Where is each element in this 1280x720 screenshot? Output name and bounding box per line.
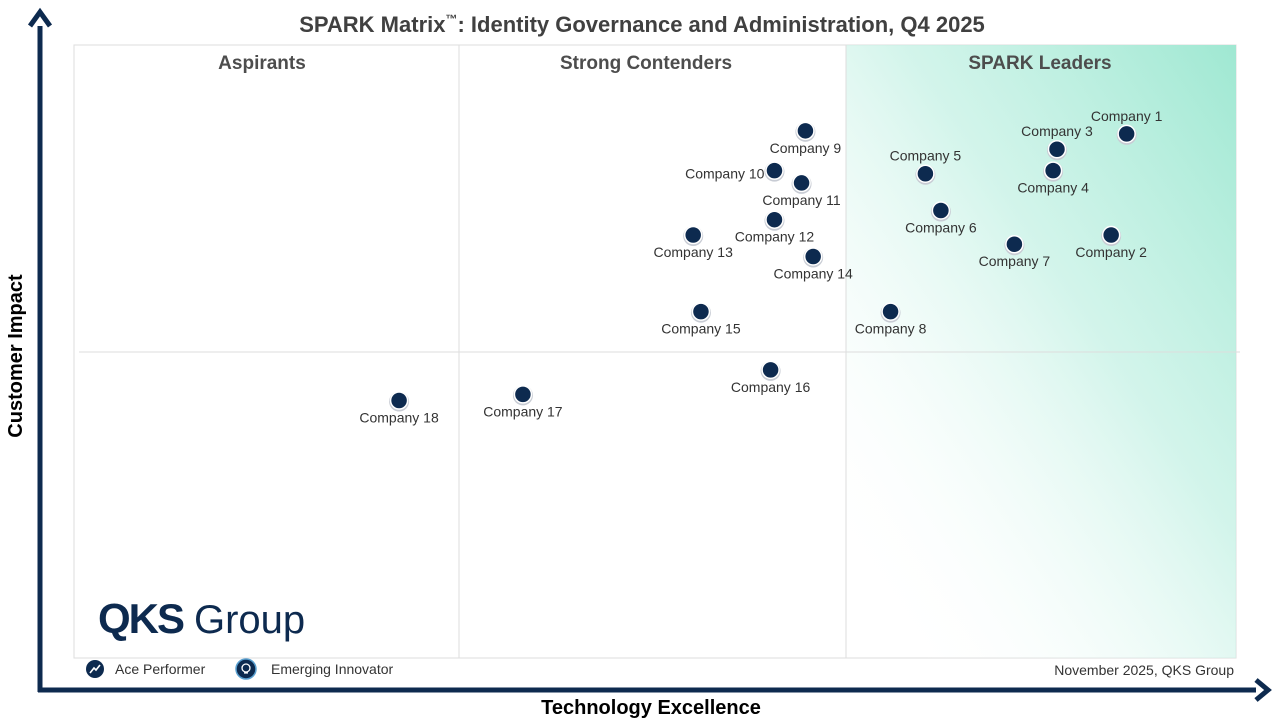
quadrant-label-aspirants: Aspirants [218,53,306,74]
data-point-marker [761,360,780,380]
data-point: Company 14 [773,247,853,281]
data-point-marker [792,173,811,193]
data-point-label: Company 4 [1017,180,1089,196]
chart-title-main: SPARK Matrix [299,12,446,37]
legend-ace-performer: Ace Performer [115,661,206,677]
data-point-marker [1043,161,1063,180]
data-point: Company 17 [483,385,563,419]
data-point-marker [683,225,703,245]
data-point: Company 11 [762,173,841,208]
logo-sub-text: Group [194,598,305,642]
data-point-label: Company 2 [1075,244,1147,260]
data-point: Company 1 [1091,108,1163,145]
data-point: Company 12 [735,210,815,245]
data-point-marker [389,391,409,410]
emerging-innovator-icon [235,658,257,680]
data-point-marker [803,247,823,266]
chart-title-tm: ™ [445,12,457,26]
data-point-label: Company 17 [483,403,563,419]
footer-note: November 2025, QKS Group [1054,662,1234,678]
data-point: Company 4 [1017,161,1089,196]
data-point-label: Company 11 [762,192,841,208]
data-point-marker [1101,225,1121,245]
data-point: Company 2 [1075,225,1147,260]
data-points: Company 1 Company 2 Company 3 Company 4 Comp… [359,108,1162,426]
data-point-label: Company 6 [905,220,977,236]
data-point-label: Company 5 [890,148,962,164]
qks-group-logo: QKS Group [98,595,305,642]
data-point: Company 5 [890,148,962,185]
legend: Ace Performer Emerging Innovator [86,658,394,680]
data-point: Company 8 [855,302,927,337]
x-axis-arrow [1254,678,1272,702]
data-point: Company 6 [905,201,977,236]
data-point: Company 16 [731,360,811,395]
data-point-label: Company 12 [735,229,815,245]
chart-title-rest: : Identity Governance and Administration… [457,12,984,37]
data-point: Company 18 [359,391,439,426]
data-point-label: Company 9 [770,140,842,156]
data-point-marker [1047,139,1067,159]
data-point-marker [691,302,711,321]
logo-main-text: QKS [98,595,184,642]
y-axis-label: Customer Impact [5,274,27,438]
data-point-marker [513,385,533,404]
data-point: Company 9 [770,121,842,156]
data-point-marker [765,161,784,180]
legend-emerging-innovator: Emerging Innovator [271,661,394,677]
data-point-label: Company 14 [773,265,853,281]
data-point: Company 7 [979,234,1051,269]
data-point-label: Company 13 [654,244,734,260]
quadrant-label-leaders: SPARK Leaders [968,53,1111,74]
data-point-label: Company 18 [359,410,439,426]
data-point: Company 15 [661,302,741,337]
quadrant-label-strong-contenders: Strong Contenders [560,53,732,74]
data-point-label: Company 10 [685,166,765,182]
chart-title: SPARK Matrix™: Identity Governance and A… [299,12,985,37]
axes [27,7,1272,702]
x-axis-label: Technology Excellence [541,697,761,719]
data-point-marker [796,121,815,141]
data-point-label: Company 3 [1021,123,1093,139]
data-point-marker [916,164,935,183]
data-point-marker [931,201,951,220]
data-point-label: Company 8 [855,321,927,337]
ace-performer-icon [86,660,104,678]
data-point-marker [1005,234,1024,254]
data-point-label: Company 15 [661,321,741,337]
data-point-marker [881,302,900,321]
data-point-label: Company 7 [979,253,1051,269]
data-point: Company 13 [654,225,734,260]
data-point-label: Company 16 [731,379,811,395]
y-axis-arrow [27,7,53,28]
data-point-label: Company 1 [1091,108,1163,124]
data-point-marker [1117,124,1136,144]
data-point: Company 3 [1021,123,1093,161]
data-point-marker [765,210,784,229]
data-point: Company 10 [685,161,785,182]
